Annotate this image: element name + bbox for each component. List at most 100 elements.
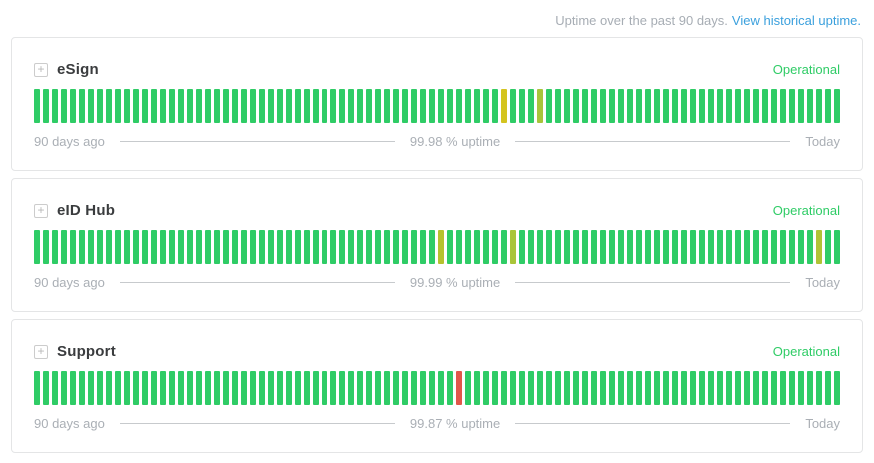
uptime-bar-day[interactable] [617,371,624,405]
uptime-bar-day[interactable] [222,89,229,123]
uptime-bar-day[interactable] [689,89,696,123]
uptime-bar-day[interactable] [626,230,633,264]
uptime-bar-day[interactable] [689,230,696,264]
uptime-bar-day[interactable] [725,230,732,264]
uptime-bar-day[interactable] [69,371,76,405]
uptime-bar-day[interactable] [707,230,714,264]
uptime-bar-day[interactable] [249,371,256,405]
uptime-bar-day[interactable] [752,371,759,405]
uptime-bar-day[interactable] [438,89,445,123]
uptime-bar-day[interactable] [42,371,49,405]
uptime-bar-day[interactable] [276,89,283,123]
uptime-bar-day[interactable] [402,371,409,405]
uptime-bar-day[interactable] [321,371,328,405]
uptime-bar-day[interactable] [402,89,409,123]
uptime-bar-day[interactable] [34,89,40,123]
uptime-bar-day[interactable] [393,371,400,405]
uptime-bar-day[interactable] [330,371,337,405]
uptime-bar-day[interactable] [474,89,481,123]
uptime-bar-day[interactable] [78,230,85,264]
uptime-bar-day[interactable] [294,89,301,123]
uptime-bar-day[interactable] [312,230,319,264]
uptime-bar-day[interactable] [528,371,535,405]
uptime-bar-day[interactable] [267,230,274,264]
uptime-bar-day[interactable] [204,230,211,264]
uptime-bar-day[interactable] [150,371,157,405]
uptime-bar-day[interactable] [402,230,409,264]
uptime-bar-day[interactable] [483,371,490,405]
uptime-bar-day[interactable] [69,230,76,264]
uptime-bar-day[interactable] [204,371,211,405]
uptime-bar-day[interactable] [123,371,130,405]
uptime-bar-day[interactable] [303,89,310,123]
uptime-bar-day[interactable] [87,89,94,123]
uptime-bar-day[interactable] [420,89,427,123]
uptime-bar-day[interactable] [833,230,840,264]
uptime-bar-day[interactable] [815,371,822,405]
uptime-bar-day[interactable] [60,230,67,264]
uptime-bar-day[interactable] [312,89,319,123]
uptime-bar-day[interactable] [609,371,615,405]
uptime-bar-day[interactable] [42,89,49,123]
uptime-bar-day[interactable] [492,230,499,264]
uptime-bar-day[interactable] [662,89,669,123]
uptime-bar-day[interactable] [420,230,427,264]
uptime-bar-day[interactable] [447,230,454,264]
uptime-bar-day[interactable] [348,230,355,264]
uptime-bar-day[interactable] [716,230,723,264]
uptime-bar-day[interactable] [231,89,238,123]
uptime-bar-day[interactable] [761,371,768,405]
uptime-bar-day[interactable] [51,371,58,405]
uptime-bar-day[interactable] [321,230,328,264]
uptime-bar-day[interactable] [537,89,544,123]
uptime-bar-day[interactable] [483,230,490,264]
uptime-bar-day[interactable] [159,230,166,264]
uptime-bar-day[interactable] [483,89,490,123]
uptime-bar-day[interactable] [555,371,562,405]
uptime-bar-day[interactable] [609,230,615,264]
uptime-bar-day[interactable] [249,89,256,123]
uptime-bar-day[interactable] [734,371,741,405]
uptime-bar-day[interactable] [456,230,463,264]
uptime-bar-day[interactable] [626,371,633,405]
uptime-bar-day[interactable] [240,230,247,264]
uptime-bar-day[interactable] [635,371,642,405]
uptime-bar-day[interactable] [339,230,346,264]
uptime-bar-day[interactable] [276,371,283,405]
uptime-bar-day[interactable] [150,230,157,264]
uptime-bar-day[interactable] [779,89,786,123]
uptime-bar-day[interactable] [177,371,184,405]
uptime-bar-day[interactable] [438,371,445,405]
uptime-bar-day[interactable] [34,230,40,264]
uptime-bar-day[interactable] [303,230,310,264]
uptime-bar-day[interactable] [582,230,589,264]
uptime-bar-day[interactable] [519,371,526,405]
uptime-bar-day[interactable] [159,371,166,405]
uptime-bar-day[interactable] [420,371,427,405]
uptime-bar-day[interactable] [267,89,274,123]
uptime-bar-day[interactable] [573,89,580,123]
uptime-bar-day[interactable] [689,371,696,405]
uptime-bar-day[interactable] [375,89,382,123]
uptime-bar-day[interactable] [78,371,85,405]
uptime-bar-day[interactable] [752,89,759,123]
uptime-bar-day[interactable] [698,89,705,123]
uptime-bar-day[interactable] [465,371,472,405]
uptime-bar-day[interactable] [671,89,678,123]
uptime-bar-day[interactable] [168,89,175,123]
uptime-bar-day[interactable] [591,371,598,405]
uptime-bar-day[interactable] [60,371,67,405]
uptime-bar-day[interactable] [770,371,777,405]
uptime-bar-day[interactable] [330,89,337,123]
uptime-bar-day[interactable] [375,230,382,264]
uptime-bar-day[interactable] [285,89,292,123]
uptime-bar-day[interactable] [653,371,660,405]
uptime-bar-day[interactable] [492,89,499,123]
uptime-bar-day[interactable] [537,371,544,405]
uptime-bar-day[interactable] [51,89,58,123]
uptime-bar-day[interactable] [788,371,795,405]
uptime-bar-day[interactable] [114,89,121,123]
uptime-bar-day[interactable] [186,230,193,264]
uptime-bar-day[interactable] [366,371,373,405]
uptime-bar-day[interactable] [501,89,508,123]
